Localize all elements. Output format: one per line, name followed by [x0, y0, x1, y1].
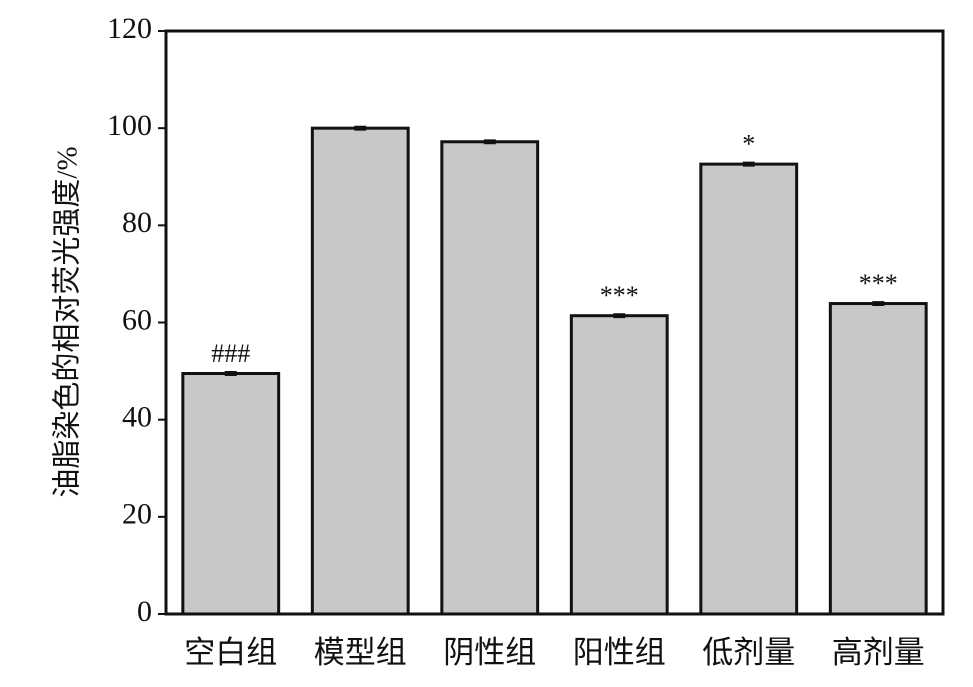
significance-label: ###: [211, 339, 250, 368]
bar: [699, 162, 799, 616]
y-tick-label: 20: [122, 498, 152, 531]
y-axis-label: 油脂染色的相对荧光强度/%: [51, 146, 84, 497]
x-tick-label: 模型组: [314, 635, 407, 670]
error-bar: [483, 139, 496, 145]
bar: [569, 314, 669, 616]
error-bar: [224, 371, 237, 376]
significance-label: ***: [859, 269, 898, 298]
bar: [181, 372, 281, 616]
x-tick-label: 高剂量: [832, 635, 925, 670]
error-bar: [354, 125, 367, 131]
y-tick-label: 100: [107, 109, 152, 142]
y-tick-label: 40: [122, 401, 152, 434]
y-tick-label: 0: [137, 595, 152, 628]
error-bar: [613, 313, 626, 319]
bar: [310, 126, 410, 616]
significance-label: ***: [600, 281, 639, 310]
plot-frame: [164, 29, 945, 616]
error-bar: [872, 301, 885, 307]
x-tick-label: 低剂量: [702, 635, 795, 670]
error-bar: [742, 161, 755, 167]
bar: [828, 302, 928, 616]
bar: [440, 140, 540, 616]
significance-label: *: [742, 130, 755, 159]
x-tick-label: 阳性组: [573, 635, 666, 670]
y-tick-label: 120: [107, 12, 152, 45]
y-tick-label: 80: [122, 206, 152, 239]
y-tick-label: 60: [122, 303, 152, 336]
x-tick-label: 空白组: [184, 635, 277, 670]
x-tick-label: 阴性组: [443, 635, 536, 670]
